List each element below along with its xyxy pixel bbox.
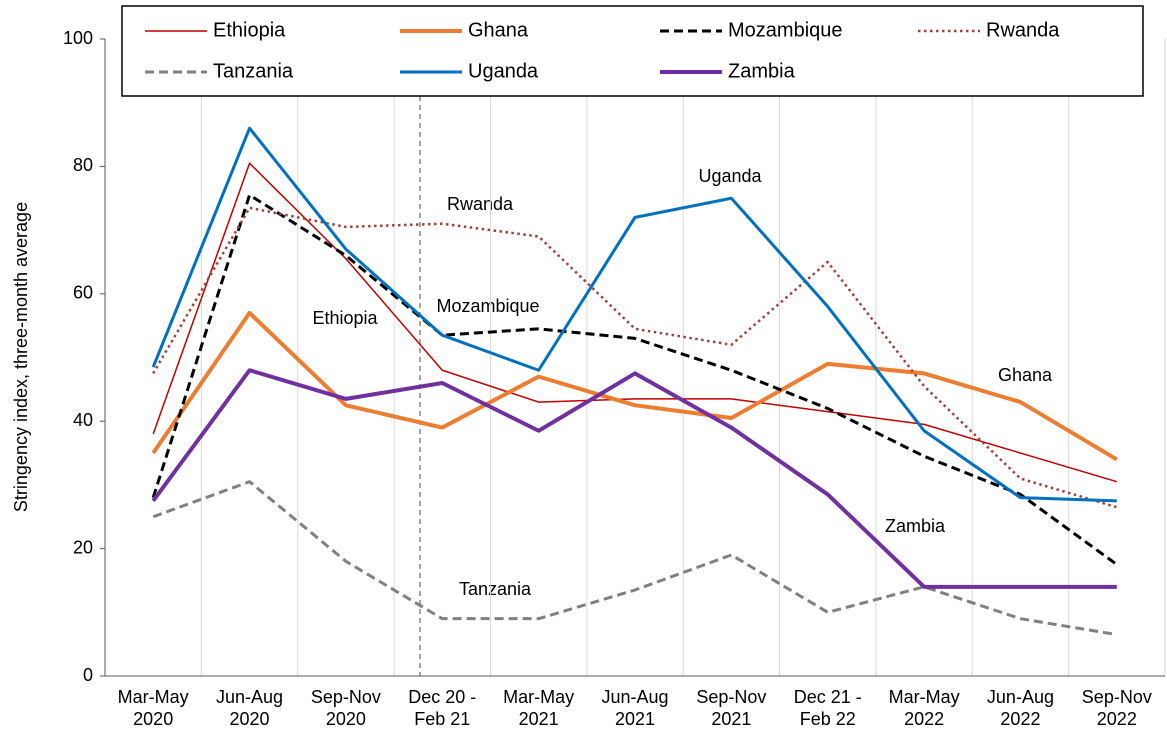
y-tick-label: 40 — [73, 410, 93, 430]
y-tick-label: 80 — [73, 155, 93, 175]
y-tick-label: 60 — [73, 283, 93, 303]
legend-label: Tanzania — [213, 60, 294, 82]
series-line — [152, 162, 1118, 483]
legend-label: Uganda — [468, 60, 539, 82]
x-tick-label: Sep-Nov 2021 — [696, 687, 766, 729]
legend-label: Ghana — [468, 19, 529, 41]
series-line — [152, 480, 1118, 637]
legend-box — [121, 5, 1144, 97]
series-line — [151, 368, 1117, 589]
annotation: Zambia — [885, 516, 946, 536]
legend-label: Zambia — [728, 60, 796, 82]
y-axis-label: Stringency index, three-month average — [11, 202, 31, 512]
x-tick-label: Jun-Aug 2020 — [216, 687, 283, 729]
x-tick-label: Sep-Nov 2022 — [1082, 687, 1152, 729]
annotation: Rwanda — [447, 194, 514, 214]
series-line — [151, 310, 1118, 462]
x-tick-label: Mar-May 2022 — [889, 687, 960, 729]
y-tick-label: 0 — [83, 665, 93, 685]
x-tick-label: Jun-Aug 2021 — [601, 687, 668, 729]
series-line — [151, 126, 1117, 503]
x-tick-label: Sep-Nov 2020 — [311, 687, 381, 729]
annotation: Ethiopia — [312, 308, 378, 328]
x-tick-label: Mar-May 2021 — [503, 687, 574, 729]
annotation: Ghana — [998, 365, 1053, 385]
series-line — [151, 193, 1118, 566]
annotation: Mozambique — [436, 296, 539, 316]
y-tick-label: 100 — [63, 28, 93, 48]
legend-label: Rwanda — [986, 19, 1060, 41]
legend-label: Ethiopia — [213, 19, 286, 41]
x-tick-label: Dec 21 -Feb 22 — [794, 687, 862, 729]
annotation: Tanzania — [459, 579, 532, 599]
y-tick-label: 20 — [73, 537, 93, 557]
annotation: Uganda — [698, 166, 762, 186]
legend-label: Mozambique — [728, 19, 843, 41]
x-tick-label: Jun-Aug 2022 — [987, 687, 1054, 729]
x-tick-label: Mar-May 2020 — [118, 687, 189, 729]
x-tick-label: Dec 20 -Feb 21 — [408, 687, 476, 729]
